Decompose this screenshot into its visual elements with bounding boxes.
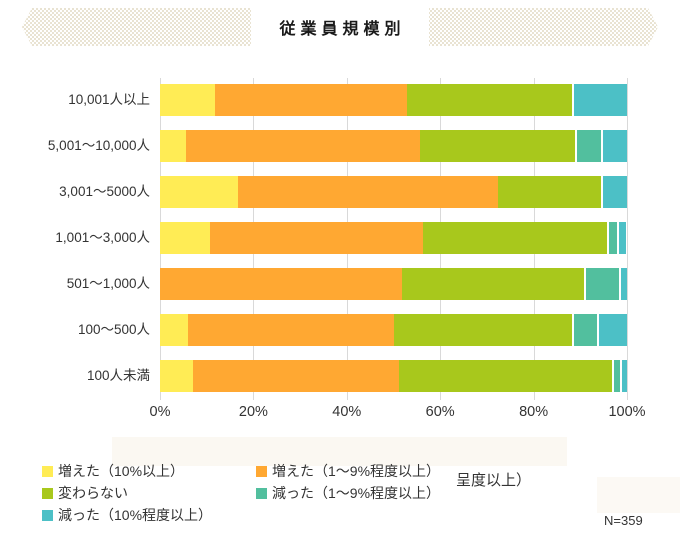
legend-label: 変わらない: [58, 485, 128, 501]
x-tick-label: 60%: [425, 404, 455, 420]
legend-swatch-dec10: [42, 510, 53, 521]
x-tick-label: 20%: [238, 404, 268, 420]
legend-item-inc1to9: 増えた（1～9%程度以上）: [256, 463, 440, 480]
bar-segment-same: [393, 314, 572, 346]
bar-segment-same: [497, 176, 602, 208]
bar-segment-dec1to9: [584, 268, 619, 300]
plot-area: [160, 78, 628, 400]
legend: 増えた（10%以上） 増えた（1～9%程度以上） 変わらない 減った（1～9%程度以上…: [0, 458, 680, 538]
category-axis: 10,001人以上 5,001～10,000人 3,001～5000人 1,001～3…: [0, 78, 150, 400]
bar-segment-same: [399, 360, 613, 392]
gridline: [627, 78, 628, 400]
x-axis: 0% 20% 40% 60% 80% 100%: [0, 404, 680, 426]
bar-segment-same: [419, 130, 576, 162]
sample-size-label: N=359: [604, 513, 643, 528]
bar-segment-inc10: [160, 84, 216, 116]
bar-segment-dec1to9: [606, 222, 617, 254]
title-banner-inner-box: 従業員規模別: [251, 8, 429, 46]
bar-segment-dec10: [618, 268, 627, 300]
category-label: 501～1,000人: [66, 276, 150, 291]
category-label: 1,001～3,000人: [55, 230, 150, 245]
x-tick-label: 40%: [332, 404, 362, 420]
bar-row: [160, 176, 627, 208]
bar-row: [160, 268, 627, 300]
bar-segment-inc1to9: [209, 222, 423, 254]
bar-segment-inc10: [160, 222, 210, 254]
bar-segment-dec1to9: [575, 130, 602, 162]
bar-segment-dec10: [601, 130, 627, 162]
legend-swatch-inc10: [42, 466, 53, 477]
bar-segment-dec10: [572, 84, 627, 116]
bar-segment-inc1to9: [188, 314, 394, 346]
x-tick-label: 100%: [608, 404, 646, 420]
bar-segment-inc1to9: [237, 176, 498, 208]
bar-segment-dec1to9: [612, 360, 620, 392]
bar-segment-dec10: [596, 314, 627, 346]
bar-segment-inc10: [160, 176, 238, 208]
category-label: 5,001～10,000人: [47, 138, 150, 153]
chart-title: 従業員規模別: [279, 21, 406, 38]
bar-segment-inc10: [160, 314, 189, 346]
bar-row: [160, 222, 627, 254]
legend-label: 減った（10%程度以上）: [58, 507, 213, 523]
bar-segment-inc1to9: [160, 268, 403, 300]
legend-swatch-same: [42, 488, 53, 499]
legend-item-dec10: 減った（10%程度以上）: [42, 507, 212, 524]
category-label: 10,001人以上: [68, 92, 150, 107]
category-label: 100～500人: [77, 322, 150, 337]
bar-segment-dec10: [601, 176, 627, 208]
bar-segment-inc1to9: [186, 130, 420, 162]
bar-row: [160, 84, 627, 116]
category-label: 100人未満: [86, 368, 150, 383]
bar-segment-dec10: [616, 222, 627, 254]
bar-row: [160, 314, 627, 346]
bar-segment-same: [422, 222, 607, 254]
x-tick-label: 80%: [519, 404, 549, 420]
legend-label: 増えた（10%以上）: [58, 463, 185, 479]
legend-item-same: 変わらない: [42, 485, 128, 502]
bar-segment-same: [407, 84, 573, 116]
legend-item-inc10: 増えた（10%以上）: [42, 463, 184, 480]
white-overlay-box-right: [597, 477, 680, 513]
legend-label: 減った（1～9%程度以上）: [272, 485, 441, 501]
bar-segment-inc1to9: [193, 360, 400, 392]
legend-item-dec1to9: 減った（1～9%程度以上）: [256, 485, 440, 502]
bar-segment-inc10: [160, 360, 194, 392]
legend-swatch-dec1to9: [256, 488, 267, 499]
x-tick-label: 0%: [149, 404, 171, 420]
category-label: 3,001～5000人: [59, 184, 150, 199]
bar-row: [160, 130, 627, 162]
legend-remnant-text: 呈度以上）: [456, 472, 532, 489]
bar-segment-inc1to9: [215, 84, 408, 116]
white-overlay-box-top: [112, 437, 567, 466]
bar-segment-dec10: [619, 360, 627, 392]
bar-row: [160, 360, 627, 392]
legend-swatch-inc1to9: [256, 466, 267, 477]
bar-segment-inc10: [160, 130, 187, 162]
title-banner: 従業員規模別: [22, 8, 658, 46]
bar-segment-dec1to9: [571, 314, 597, 346]
legend-label: 増えた（1～9%程度以上）: [272, 463, 441, 479]
bar-segment-same: [402, 268, 585, 300]
